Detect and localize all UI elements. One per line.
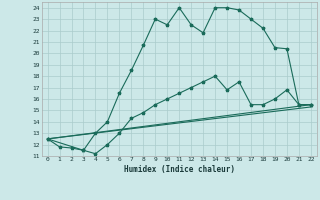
X-axis label: Humidex (Indice chaleur): Humidex (Indice chaleur)	[124, 165, 235, 174]
